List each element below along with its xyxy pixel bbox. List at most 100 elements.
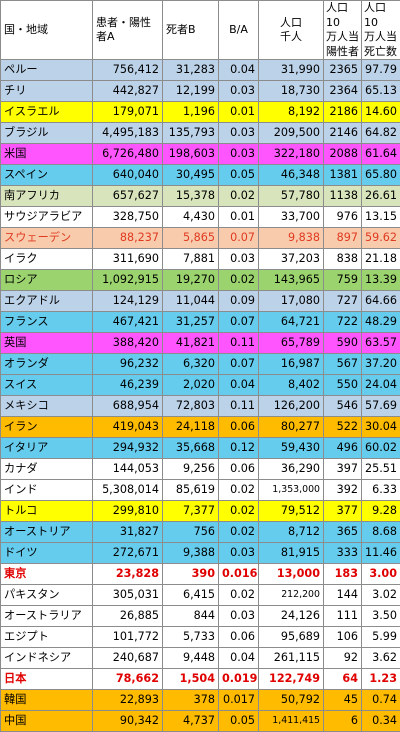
cases-per-100k-cell: 106: [324, 627, 362, 648]
deaths-per-100k-cell: 59.62: [362, 228, 400, 249]
country-cell: 韓国: [1, 690, 93, 711]
deaths-per-100k-cell: 14.60: [362, 102, 400, 123]
deaths-cell: 4,430: [163, 207, 219, 228]
cases-cell: 26,885: [93, 606, 163, 627]
population-cell: 1,353,000: [259, 480, 324, 501]
country-cell: パキスタン: [1, 585, 93, 606]
header-country: 国・地域: [1, 1, 93, 60]
deaths-cell: 85,619: [163, 480, 219, 501]
deaths-per-100k-cell: 57.69: [362, 396, 400, 417]
country-cell: 日本: [1, 669, 93, 690]
population-cell: 122,749: [259, 669, 324, 690]
deaths-per-100k-cell: 60.02: [362, 438, 400, 459]
ratio-cell: 0.05: [219, 711, 259, 732]
population-cell: 13,000: [259, 564, 324, 585]
ratio-cell: 0.06: [219, 417, 259, 438]
cases-cell: 31,827: [93, 522, 163, 543]
deaths-per-100k-cell: 24.04: [362, 375, 400, 396]
deaths-cell: 9,388: [163, 543, 219, 564]
header-ratio: B/A: [219, 1, 259, 60]
cases-per-100k-cell: 976: [324, 207, 362, 228]
ratio-cell: 0.04: [219, 375, 259, 396]
cases-per-100k-cell: 2365: [324, 60, 362, 81]
country-cell: イラク: [1, 249, 93, 270]
country-cell: イラン: [1, 417, 93, 438]
header-text: 万人当: [364, 30, 397, 43]
deaths-cell: 15,378: [163, 186, 219, 207]
header-text: 人口10: [364, 1, 386, 29]
ratio-cell: 0.07: [219, 354, 259, 375]
deaths-per-100k-cell: 63.57: [362, 333, 400, 354]
population-cell: 24,126: [259, 606, 324, 627]
deaths-cell: 135,793: [163, 123, 219, 144]
header-text: 万人当: [326, 30, 359, 43]
cases-cell: 4,495,183: [93, 123, 163, 144]
ratio-cell: 0.01: [219, 207, 259, 228]
population-cell: 37,203: [259, 249, 324, 270]
country-cell: サウジアラビア: [1, 207, 93, 228]
cases-per-100k-cell: 550: [324, 375, 362, 396]
cases-cell: 311,690: [93, 249, 163, 270]
header-text: 人口10: [326, 1, 348, 29]
cases-per-100k-cell: 92: [324, 648, 362, 669]
deaths-per-100k-cell: 0.74: [362, 690, 400, 711]
population-cell: 17,080: [259, 291, 324, 312]
ratio-cell: 0.04: [219, 648, 259, 669]
country-cell: カナダ: [1, 459, 93, 480]
cases-per-100k-cell: 2364: [324, 81, 362, 102]
cases-per-100k-cell: 727: [324, 291, 362, 312]
population-cell: 65,789: [259, 333, 324, 354]
ratio-cell: 0.017: [219, 690, 259, 711]
deaths-cell: 31,283: [163, 60, 219, 81]
ratio-cell: 0.02: [219, 501, 259, 522]
cases-cell: 1,092,915: [93, 270, 163, 291]
population-cell: 33,700: [259, 207, 324, 228]
population-cell: 64,721: [259, 312, 324, 333]
deaths-per-100k-cell: 65.13: [362, 81, 400, 102]
cases-per-100k-cell: 333: [324, 543, 362, 564]
population-cell: 31,990: [259, 60, 324, 81]
population-cell: 8,192: [259, 102, 324, 123]
header-deaths: 死者B: [163, 1, 219, 60]
country-cell: オーストラリア: [1, 606, 93, 627]
deaths-cell: 6,415: [163, 585, 219, 606]
country-cell: エクアドル: [1, 291, 93, 312]
population-cell: 1,411,415: [259, 711, 324, 732]
deaths-per-100k-cell: 8.68: [362, 522, 400, 543]
cases-per-100k-cell: 759: [324, 270, 362, 291]
header-text: 死者B: [166, 23, 196, 36]
population-cell: 50,792: [259, 690, 324, 711]
ratio-cell: 0.03: [219, 606, 259, 627]
header-text: 者A: [96, 30, 115, 43]
ratio-cell: 0.02: [219, 186, 259, 207]
ratio-cell: 0.03: [219, 543, 259, 564]
cases-cell: 144,053: [93, 459, 163, 480]
deaths-per-100k-cell: 26.61: [362, 186, 400, 207]
deaths-per-100k-cell: 30.04: [362, 417, 400, 438]
header-text: 陽性者: [326, 45, 359, 58]
cases-per-100k-cell: 392: [324, 480, 362, 501]
deaths-cell: 30,495: [163, 165, 219, 186]
deaths-per-100k-cell: 13.39: [362, 270, 400, 291]
ratio-cell: 0.12: [219, 438, 259, 459]
deaths-per-100k-cell: 64.66: [362, 291, 400, 312]
country-cell: 南アフリカ: [1, 186, 93, 207]
cases-cell: 23,828: [93, 564, 163, 585]
country-cell: 中国: [1, 711, 93, 732]
deaths-per-100k-cell: 3.02: [362, 585, 400, 606]
ratio-cell: 0.03: [219, 249, 259, 270]
cases-per-100k-cell: 522: [324, 417, 362, 438]
